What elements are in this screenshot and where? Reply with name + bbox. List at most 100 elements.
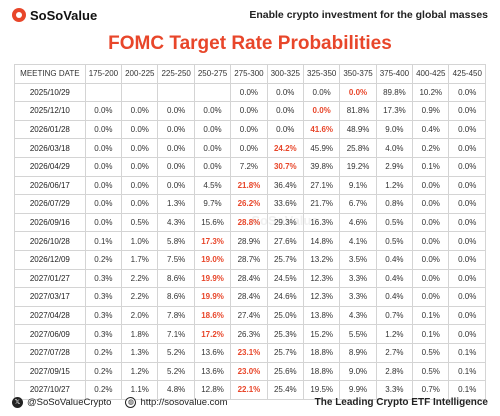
probability-cell: 1.0%	[121, 231, 159, 251]
probability-cell: 12.3%	[302, 287, 341, 307]
probability-cell: 19.5%	[302, 380, 341, 400]
probability-cell: 7.5%	[157, 249, 195, 270]
probability-cell: 4.5%	[193, 175, 232, 196]
probability-cell: 1.2%	[375, 175, 414, 196]
probability-cell: 27.6%	[266, 231, 304, 251]
probability-cell: 0.0%	[448, 305, 486, 326]
probability-cell-highest: 24.2%	[266, 138, 304, 158]
website-url: http://sosovalue.com	[140, 396, 228, 408]
probability-cell: 0.0%	[448, 101, 486, 121]
probability-cell: 0.0%	[302, 82, 341, 103]
probability-cell: 0.0%	[84, 156, 123, 177]
probability-cell: 1.2%	[375, 324, 414, 344]
probability-cell-highest: 30.7%	[266, 156, 304, 177]
table-row: 2026/04/29 0.0% 0.0% 0.0% 0.0% 7.2% 30.7% 39.8%…	[14, 156, 486, 177]
table-row: 2027/10/27 0.2% 1.1% 4.8% 12.8% 22.1% 25.4% 19.…	[14, 380, 486, 400]
table-header-row: MEETING DATE 175-200 200-225 225-250 250-275…	[14, 64, 486, 84]
website-link[interactable]: ◍ http://sosovalue.com	[125, 396, 228, 408]
probability-cell: 0.7%	[412, 380, 450, 400]
probability-cell: 2.8%	[375, 361, 414, 382]
probability-cell: 0.0%	[448, 212, 486, 233]
probability-cell: 0.7%	[375, 305, 414, 326]
probability-cell: 0.3%	[84, 268, 123, 289]
probability-cell: 45.9%	[302, 138, 341, 158]
probability-cell: 0.0%	[84, 138, 123, 158]
probability-cell: 0.0%	[157, 138, 195, 158]
probability-cell: 9.7%	[193, 194, 232, 214]
probability-cell: 0.3%	[84, 287, 123, 307]
probability-cell: 0.1%	[412, 305, 450, 326]
probability-cell: 0.0%	[230, 138, 268, 158]
probability-cell: 0.1%	[412, 156, 450, 177]
meeting-date-cell: 2026/01/28	[14, 119, 86, 140]
probability-cell: 0.0%	[412, 268, 450, 289]
probability-cell: 13.6%	[193, 361, 232, 382]
probability-cell: 24.5%	[266, 268, 304, 289]
probability-cell: 28.9%	[230, 231, 268, 251]
probability-cell: 0.0%	[84, 194, 123, 214]
probability-cell-highest: 0.0%	[302, 101, 341, 121]
column-header-date: MEETING DATE	[14, 64, 86, 84]
brand-logo[interactable]: SoSoValue	[12, 8, 97, 23]
meeting-date-cell: 2026/10/28	[14, 231, 86, 251]
probability-cell-highest: 28.8%	[230, 212, 268, 233]
probability-cell: 18.8%	[302, 361, 341, 382]
probability-cell: 0.0%	[448, 194, 486, 214]
probability-cell: 9.1%	[339, 175, 377, 196]
meeting-date-cell: 2027/04/28	[14, 305, 86, 326]
probability-cell: 0.1%	[448, 361, 486, 382]
probability-cell: 25.7%	[266, 342, 304, 363]
probability-cell: 25.4%	[266, 380, 304, 400]
probability-cell: 0.4%	[375, 287, 414, 307]
meeting-date-cell: 2027/03/17	[14, 287, 86, 307]
meeting-date-cell: 2026/03/18	[14, 138, 86, 158]
probability-cell: 4.3%	[339, 305, 377, 326]
probability-cell: 5.8%	[157, 231, 195, 251]
probability-cell: 0.3%	[84, 324, 123, 344]
probability-cell: 0.0%	[448, 156, 486, 177]
probability-cell: 28.4%	[230, 287, 268, 307]
probability-cell	[193, 82, 232, 103]
meeting-date-cell: 2026/09/16	[14, 212, 86, 233]
probability-cell: 1.3%	[157, 194, 195, 214]
twitter-link[interactable]: 𝕏 @SoSoValueCrypto	[12, 396, 111, 408]
probability-cell: 0.1%	[412, 324, 450, 344]
probability-cell: 0.0%	[448, 324, 486, 344]
table-row: 2026/12/09 0.2% 1.7% 7.5% 19.0% 28.7% 25.7% 13.…	[14, 249, 486, 270]
probability-cell: 13.2%	[302, 249, 341, 270]
probability-cell: 0.5%	[375, 231, 414, 251]
probability-cell: 0.0%	[84, 175, 123, 196]
x-twitter-icon: 𝕏	[12, 396, 23, 408]
column-header-rate: 425-450	[448, 64, 486, 84]
table-row: 2027/03/17 0.3% 2.2% 8.6% 19.9% 28.4% 24.6% 12.…	[14, 287, 486, 307]
probability-cell: 0.5%	[121, 212, 159, 233]
probability-cell: 8.9%	[339, 342, 377, 363]
probability-cell: 0.2%	[84, 249, 123, 270]
probability-cell: 0.5%	[412, 361, 450, 382]
probability-cell: 0.0%	[84, 212, 123, 233]
probability-cell: 6.7%	[339, 194, 377, 214]
probability-cell: 13.6%	[193, 342, 232, 363]
probability-cell: 0.0%	[157, 156, 195, 177]
probability-cell: 0.0%	[412, 194, 450, 214]
globe-icon: ◍	[125, 396, 137, 408]
table-row: 2027/09/15 0.2% 1.2% 5.2% 13.6% 23.0% 25.6% 18.…	[14, 361, 486, 382]
probability-cell: 1.7%	[121, 249, 159, 270]
probability-cell: 4.0%	[375, 138, 414, 158]
header-tagline: Enable crypto investment for the global …	[249, 9, 488, 21]
probability-cell: 25.8%	[339, 138, 377, 158]
probability-cell: 7.2%	[230, 156, 268, 177]
probability-cell: 0.0%	[266, 101, 304, 121]
table-row: 2027/04/28 0.3% 2.0% 7.8% 18.6% 27.4% 25.0% 13.…	[14, 305, 486, 326]
probability-cell: 0.0%	[193, 138, 232, 158]
probability-cell: 0.0%	[121, 119, 159, 140]
probability-cell: 0.0%	[448, 249, 486, 270]
column-header-rate: 300-325	[266, 64, 304, 84]
meeting-date-cell: 2026/04/29	[14, 156, 86, 177]
probability-cell: 0.0%	[193, 101, 232, 121]
probability-cell: 1.3%	[121, 342, 159, 363]
probability-cell: 2.9%	[375, 156, 414, 177]
probability-cell: 0.0%	[448, 268, 486, 289]
probability-cell: 2.7%	[375, 342, 414, 363]
probability-cell: 14.8%	[302, 231, 341, 251]
